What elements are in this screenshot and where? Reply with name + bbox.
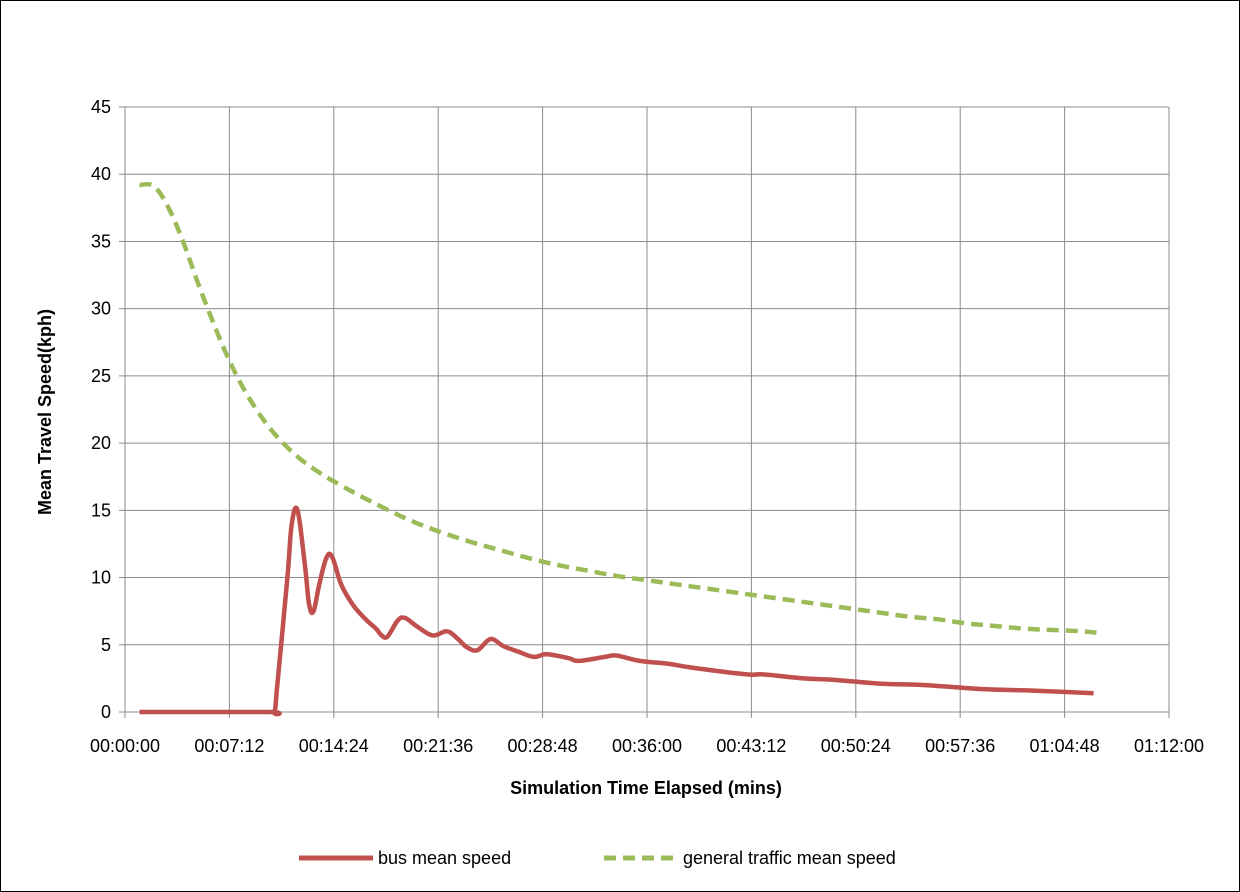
y-tick-label: 0	[101, 702, 111, 722]
y-tick-label: 25	[91, 366, 111, 386]
x-tick-label: 00:36:00	[612, 736, 682, 756]
x-tick-label: 00:21:36	[403, 736, 473, 756]
x-tick-label: 00:57:36	[925, 736, 995, 756]
x-tick-label: 00:50:24	[821, 736, 891, 756]
y-tick-label: 35	[91, 231, 111, 251]
legend-label-bus: bus mean speed	[378, 848, 511, 868]
bus-mean-speed-line	[139, 505, 1094, 717]
x-axis-title: Simulation Time Elapsed (mins)	[510, 778, 782, 798]
y-tick-label: 5	[101, 635, 111, 655]
y-tick-label: 20	[91, 433, 111, 453]
y-tick-label: 40	[91, 164, 111, 184]
x-tick-label: 00:43:12	[716, 736, 786, 756]
x-tick-label: 00:14:24	[299, 736, 369, 756]
general-traffic-mean-speed-line	[139, 181, 1097, 635]
tick-labels: 0 5 10 15 20 25 30 35 40 45 00:00:00 00:07:12 00:14:…	[90, 97, 1204, 756]
legend: bus mean speed general traffic mean spee…	[299, 848, 896, 868]
legend-label-general-traffic: general traffic mean speed	[683, 848, 896, 868]
gridlines	[125, 106, 1170, 712]
y-tick-label: 45	[91, 97, 111, 117]
series-lines	[139, 181, 1097, 717]
x-tick-label: 00:00:00	[90, 736, 160, 756]
y-tick-label: 15	[91, 500, 111, 520]
y-axis-title: Mean Travel Speed(kph)	[35, 309, 55, 515]
x-tick-label: 01:04:48	[1030, 736, 1100, 756]
y-tick-label: 30	[91, 299, 111, 319]
y-tick-label: 10	[91, 568, 111, 588]
axes	[119, 106, 1170, 718]
x-tick-label: 00:28:48	[508, 736, 578, 756]
x-tick-label: 00:07:12	[194, 736, 264, 756]
x-tick-label: 01:12:00	[1134, 736, 1204, 756]
